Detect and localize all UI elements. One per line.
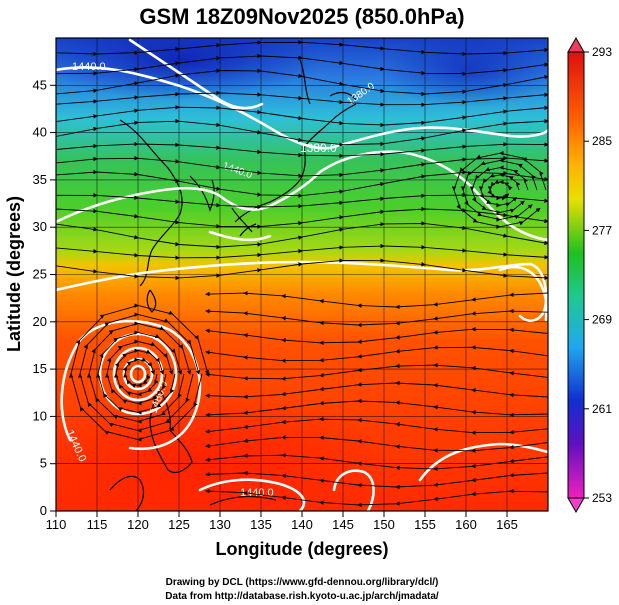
streamline xyxy=(56,90,548,107)
streamline xyxy=(56,118,548,147)
y-tick-label: 25 xyxy=(33,267,47,282)
colorbar-tick-label: 269 xyxy=(592,313,612,327)
y-tick-label: 40 xyxy=(33,125,47,140)
x-tick-label: 135 xyxy=(250,517,272,532)
wind-streamlines xyxy=(56,39,548,508)
x-tick-label: 165 xyxy=(496,517,518,532)
streamline xyxy=(56,141,548,159)
y-axis-label: Latitude (degrees) xyxy=(4,196,24,352)
cold-core-east xyxy=(380,38,548,108)
streamline xyxy=(205,345,548,364)
streamline xyxy=(205,435,548,453)
streamline xyxy=(205,453,548,472)
streamline xyxy=(205,326,548,346)
x-tick-label: 155 xyxy=(414,517,436,532)
y-tick-label: 30 xyxy=(33,219,47,234)
colorbar-tick-label: 253 xyxy=(592,491,612,505)
streamline xyxy=(56,258,548,281)
y-tick-label: 45 xyxy=(33,77,47,92)
streamline xyxy=(56,105,548,128)
borneo-coastline xyxy=(109,475,145,511)
colorbar-bottom-arrow xyxy=(567,497,585,514)
streamline xyxy=(205,380,548,400)
plot-area: 1440.0 1380.0 1440.0 1380.0 1480.0 1440.… xyxy=(56,38,548,511)
x-tick-label: 125 xyxy=(168,517,190,532)
cold-core-north xyxy=(56,38,320,100)
y-tick-label: 10 xyxy=(33,408,47,423)
streamline xyxy=(205,488,548,508)
colorbar-body xyxy=(567,51,585,499)
y-tick-label: 35 xyxy=(33,172,47,187)
x-tick-label: 145 xyxy=(332,517,354,532)
x-tick-label: 130 xyxy=(209,517,231,532)
streamline xyxy=(205,470,548,490)
streamline xyxy=(451,150,547,230)
y-tick-label: 20 xyxy=(33,314,47,329)
map-title: GSM 18Z09Nov2025 (850.0hPa) xyxy=(139,4,464,29)
x-axis-label: Longitude (degrees) xyxy=(215,539,388,559)
y-tick-label: 0 xyxy=(40,503,47,518)
x-tick-label: 110 xyxy=(46,517,67,532)
x-tick-label: 140 xyxy=(291,517,313,532)
contour-label-nw: 1440.0 xyxy=(72,61,106,73)
colorbar-tick-label: 285 xyxy=(592,134,612,148)
x-tick-label: 115 xyxy=(87,517,108,532)
streamline xyxy=(205,290,548,310)
x-tick-label: 120 xyxy=(127,517,149,532)
colorbar-top-arrow xyxy=(567,36,585,53)
x-tick-label: 150 xyxy=(373,517,395,532)
streamline xyxy=(205,398,548,418)
y-tick-label: 15 xyxy=(33,361,47,376)
colorbar-ticks: 293 285 277 269 261 253 xyxy=(584,45,612,505)
streamline xyxy=(205,308,548,328)
x-axis-ticks: 110 115 120 125 130 135 140 145 150 155 160 165 xyxy=(46,511,518,532)
streamline xyxy=(68,303,210,442)
y-axis-ticks: 0 5 10 15 20 25 30 35 40 45 xyxy=(33,77,56,518)
x-tick-label: 160 xyxy=(455,517,477,532)
colorbar-tick-label: 293 xyxy=(592,45,612,59)
streamline xyxy=(205,362,548,381)
streamline xyxy=(56,243,548,260)
y-tick-label: 5 xyxy=(40,456,47,471)
colorbar-tick-label: 277 xyxy=(592,223,612,237)
streamline xyxy=(205,416,548,436)
colorbar-tick-label: 261 xyxy=(592,402,612,416)
colorbar: 293 285 277 269 261 253 xyxy=(567,36,612,514)
credit-line-1: Drawing by DCL (https://www.gfd-dennou.o… xyxy=(166,577,439,588)
credit-line-2: Data from http://database.rish.kyoto-u.a… xyxy=(165,591,439,602)
